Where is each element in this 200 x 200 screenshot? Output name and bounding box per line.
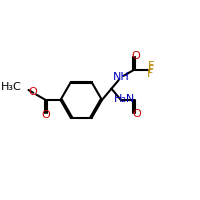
Text: O: O: [132, 51, 140, 61]
Text: F: F: [148, 61, 155, 71]
Text: H₃C: H₃C: [1, 82, 21, 92]
Text: O: O: [28, 87, 37, 97]
Text: H₂N: H₂N: [114, 94, 135, 104]
Text: O: O: [41, 110, 50, 120]
Text: NH: NH: [113, 72, 129, 82]
Text: F: F: [147, 69, 154, 79]
Text: F: F: [148, 65, 155, 75]
Text: O: O: [132, 109, 141, 119]
